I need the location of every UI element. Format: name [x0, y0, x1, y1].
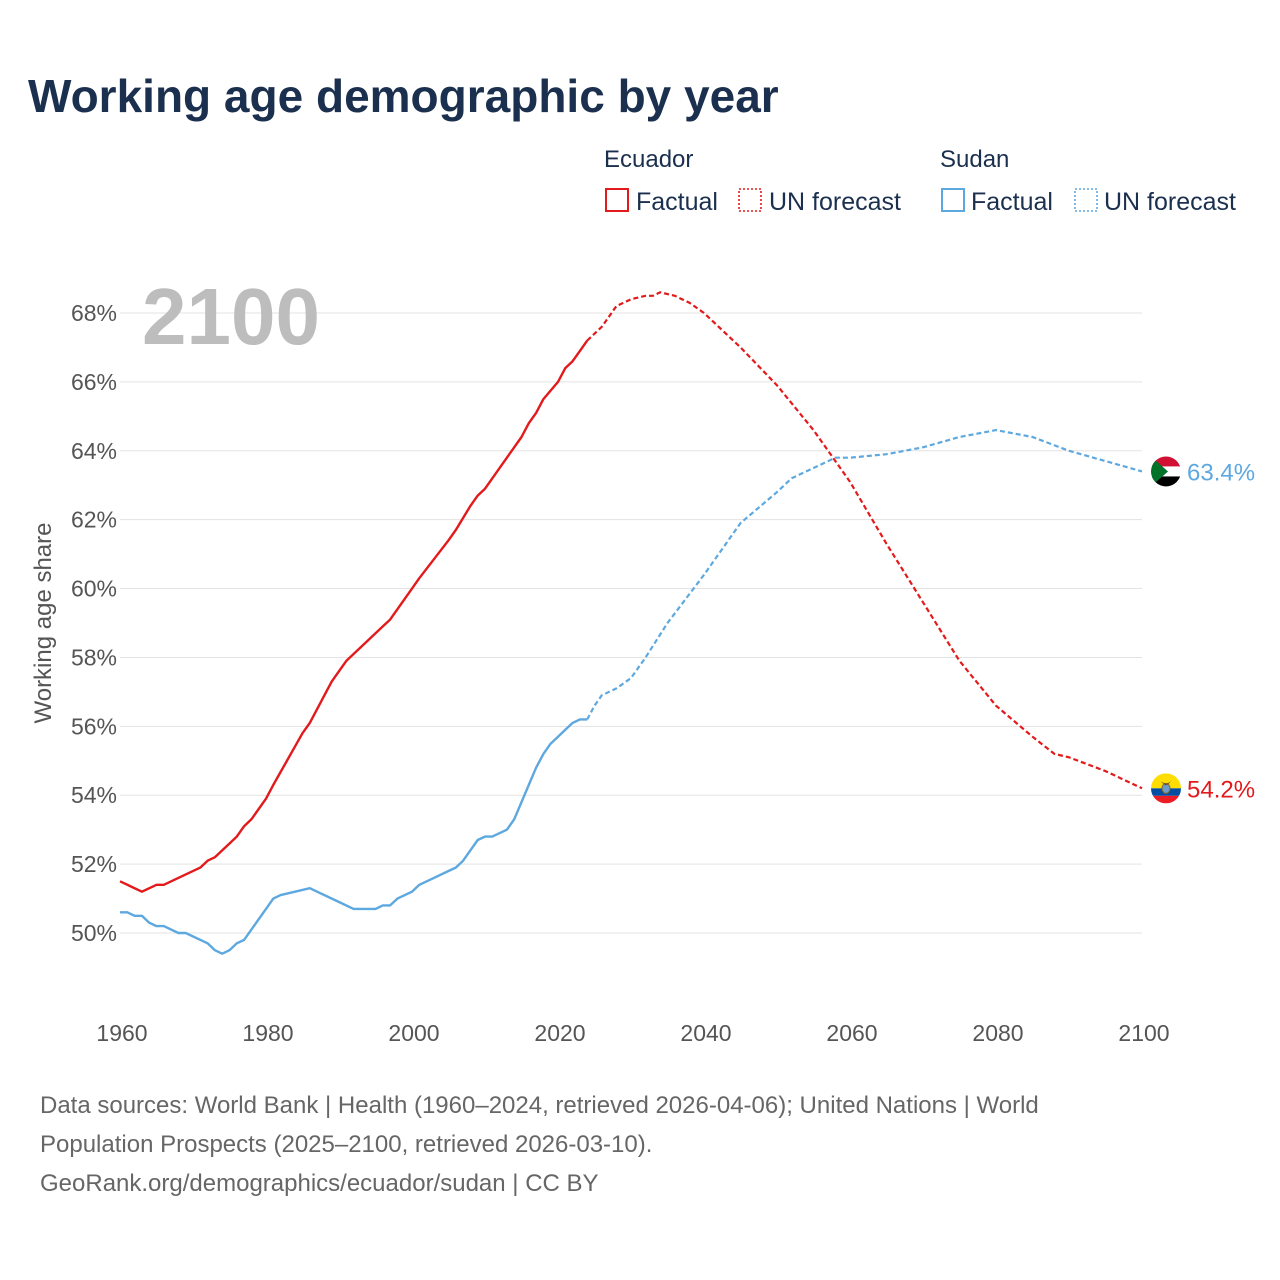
- ecuador-flag-icon: [1151, 773, 1181, 804]
- legend-swatch-ecuador-factual: [605, 188, 629, 212]
- legend: Ecuador Factual UN forecast Sudan Factua…: [604, 146, 1236, 216]
- ecuador-factual-line: [119, 339, 589, 893]
- x-tick-label: 1980: [242, 1020, 293, 1046]
- legend-label-ecuador-factual: Factual: [636, 188, 718, 216]
- x-tick-label: 2080: [972, 1020, 1023, 1046]
- x-axis-ticks: 1960 1980 2000 2020 2040 2060 2080 2100: [96, 1020, 1169, 1046]
- y-tick-label: 54%: [71, 782, 117, 808]
- y-tick-label: 60%: [71, 576, 117, 602]
- y-tick-label: 66%: [71, 369, 117, 395]
- x-tick-label: 2040: [680, 1020, 731, 1046]
- y-axis-ticks: 50% 52% 54% 56% 58% 60% 62% 64% 66% 68%: [71, 300, 117, 946]
- grid-lines: [120, 312, 1142, 934]
- source-line-3: GeoRank.org/demographics/ecuador/sudan |…: [40, 1170, 599, 1197]
- y-axis-label: Working age share: [30, 523, 57, 724]
- y-tick-label: 58%: [71, 644, 117, 670]
- current-year-label: 2100: [142, 272, 320, 361]
- sudan-factual-line: [120, 718, 588, 955]
- y-tick-label: 52%: [71, 851, 117, 877]
- series-lines: [119, 291, 1143, 955]
- legend-swatch-ecuador-forecast: [738, 188, 762, 212]
- legend-group-sudan: Sudan: [940, 146, 1009, 173]
- x-tick-label: 2000: [388, 1020, 439, 1046]
- legend-label-sudan-factual: Factual: [971, 188, 1053, 216]
- y-tick-label: 68%: [71, 300, 117, 326]
- chart-title: Working age demographic by year: [28, 70, 779, 122]
- sudan-end-value-label: 63.4%: [1187, 459, 1255, 486]
- y-tick-label: 62%: [71, 507, 117, 533]
- legend-label-sudan-forecast: UN forecast: [1104, 188, 1236, 216]
- legend-swatch-sudan-factual: [941, 188, 965, 212]
- legend-label-ecuador-forecast: UN forecast: [769, 188, 901, 216]
- x-tick-label: 2020: [534, 1020, 585, 1046]
- y-tick-label: 56%: [71, 713, 117, 739]
- x-tick-label: 2100: [1118, 1020, 1169, 1046]
- x-tick-label: 1960: [96, 1020, 147, 1046]
- ecuador-forecast-line: [586, 291, 1143, 790]
- ecuador-end-value-label: 54.2%: [1187, 776, 1255, 803]
- source-line-2: Population Prospects (2025–2100, retriev…: [40, 1131, 652, 1158]
- legend-group-ecuador: Ecuador: [604, 146, 693, 173]
- sudan-forecast-line: [586, 428, 1143, 720]
- legend-swatch-sudan-forecast: [1074, 188, 1098, 212]
- y-tick-label: 64%: [71, 438, 117, 464]
- y-tick-label: 50%: [71, 920, 117, 946]
- source-line-1: Data sources: World Bank | Health (1960–…: [40, 1092, 1039, 1119]
- sudan-flag-icon: [1151, 456, 1181, 487]
- x-tick-label: 2060: [826, 1020, 877, 1046]
